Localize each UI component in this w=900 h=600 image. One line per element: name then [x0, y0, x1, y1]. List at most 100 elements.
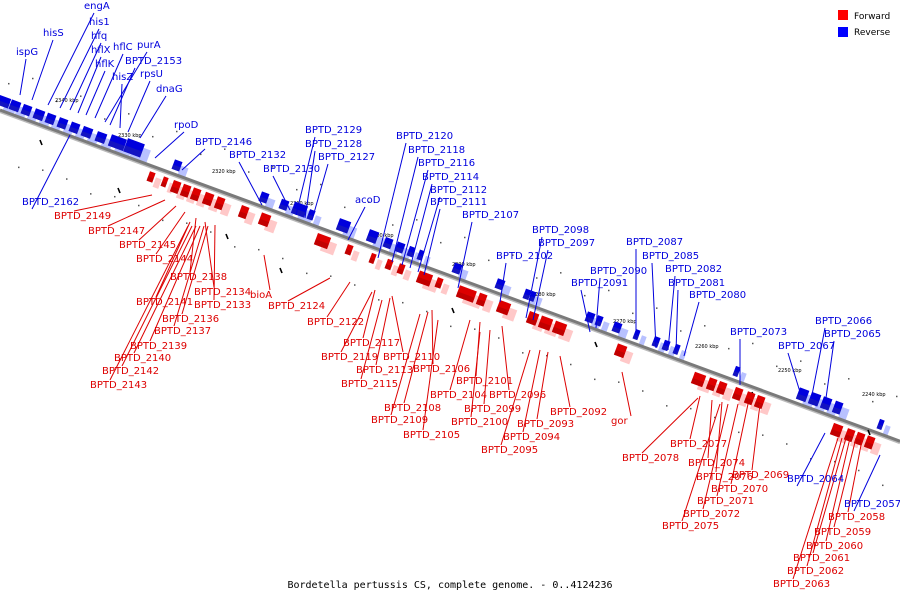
forward-gene [213, 196, 226, 211]
axis-dot [128, 113, 130, 115]
fwd-leader-line [173, 225, 205, 327]
ghost-gene-body [422, 255, 431, 267]
fwd-gene-label: BPTD_2144 [136, 254, 193, 265]
axis-dot [402, 301, 404, 304]
ghost-gene-body [152, 177, 162, 189]
axis-dot [186, 222, 188, 224]
ghost-gene-body [638, 335, 647, 347]
forward-gene-shade [257, 218, 270, 228]
fwd-leader-line [340, 291, 373, 353]
reverse-gene [831, 400, 844, 415]
rev-leader-line [825, 340, 835, 399]
fwd-gene-label: BPTD_2058 [828, 512, 885, 523]
fwd-gene-label: BPTD_2141 [136, 297, 193, 308]
forward-gene-shade [475, 298, 486, 307]
axis-dot [728, 347, 730, 350]
ghost-gene [440, 283, 450, 295]
reverse-gene [819, 396, 833, 411]
axis-dot [704, 325, 706, 327]
ghost-gene [402, 269, 412, 281]
axis-dot [320, 183, 322, 186]
reverse-gene-shade [0, 100, 10, 109]
axis-dot [210, 231, 212, 233]
reverse-gene [0, 95, 12, 109]
rev-gene-label: BPTD_2097 [538, 238, 595, 249]
forward-gene-shade [160, 181, 167, 188]
ghost-gene [350, 250, 360, 262]
rev-leader-line [532, 249, 549, 321]
forward-gene [525, 311, 540, 326]
fwd-gene-label: BPTD_2139 [130, 341, 187, 352]
fwd-leader-line [287, 277, 331, 302]
reverse-gene-shade [611, 326, 621, 334]
reverse-gene [632, 329, 641, 341]
rev-leader-line [104, 51, 148, 123]
fwd-leader-line [326, 281, 351, 318]
rev-leader-line [853, 454, 881, 512]
rev-gene-label: hisS [43, 28, 64, 39]
reverse-gene-shade [94, 136, 106, 144]
fwd-gene-label: BPTD_2124 [268, 301, 325, 312]
fwd-leader-line [138, 205, 177, 241]
rev-leader-line [139, 95, 167, 139]
forward-gene-shade [705, 383, 716, 392]
reverse-gene [44, 112, 57, 126]
fwd-gene-label: BPTD_2071 [697, 496, 754, 507]
forward-gene-shade [189, 193, 200, 202]
rev-leader-line [417, 196, 441, 273]
axis-dot [138, 204, 140, 207]
forward-gene-shade [455, 291, 475, 303]
fwd-leader-line [715, 401, 723, 473]
rev-leader-line [272, 175, 291, 211]
rev-gene-label: dnaG [156, 84, 183, 95]
forward-gene-shade [495, 306, 509, 316]
forward-gene [201, 191, 215, 207]
reverse-gene [416, 249, 425, 261]
ghost-gene [500, 284, 512, 297]
forward-gene [396, 263, 406, 275]
fwd-gene-label: BPTD_2070 [711, 484, 768, 495]
axis-dot [896, 395, 898, 398]
fwd-gene-label: BPTD_2096 [489, 390, 546, 401]
rev-leader-line [295, 136, 316, 216]
rev-gene-label: ispG [16, 47, 38, 58]
reverse-gene-shade [171, 164, 181, 172]
rev-gene-label: BPTD_2132 [229, 150, 286, 161]
ghost-gene-body [617, 327, 629, 340]
fwd-leader-line [681, 403, 721, 522]
rev-leader-line [347, 206, 366, 241]
axis-dot [680, 330, 682, 332]
fwd-leader-line [390, 313, 421, 416]
forward-gene-shade [753, 401, 764, 409]
axis-dot [512, 254, 514, 256]
rev-leader-line [154, 131, 185, 159]
rev-gene-label: BPTD_2153 [125, 56, 182, 67]
rev-gene-label: BPTD_2127 [318, 152, 375, 163]
ghost-gene-body [500, 284, 512, 297]
reverse-gene-shade [335, 224, 349, 234]
ghost-gene-body [350, 250, 360, 262]
rev-gene-label: BPTD_2085 [642, 251, 699, 262]
fwd-gene-label: BPTD_2117 [343, 338, 400, 349]
axis-mark [225, 233, 229, 240]
rev-leader-line [391, 156, 419, 263]
reverse-gene-shade [290, 207, 306, 218]
fwd-leader-line [470, 331, 481, 418]
reverse-gene-shade [56, 122, 67, 130]
forward-gene-shade [415, 276, 431, 287]
axis-dot [282, 257, 284, 260]
reverse-gene [32, 108, 46, 122]
fwd-gene-label: BPTD_2093 [517, 419, 574, 430]
rev-gene-label: BPTD_2111 [430, 197, 487, 208]
axis-dot [114, 195, 116, 198]
axis-mark [451, 307, 455, 314]
rev-leader-line [580, 289, 591, 333]
axis-dot [738, 431, 740, 434]
rev-gene-label: BPTD_2146 [195, 137, 252, 148]
forward-gene-shade [843, 434, 854, 443]
axis-dot [344, 206, 346, 209]
fwd-gene-label: BPTD_2061 [793, 553, 850, 564]
tick-label: 2280 kbp [532, 292, 556, 298]
forward-gene [715, 380, 728, 395]
rev-gene-label: BPTD_2090 [590, 266, 647, 277]
